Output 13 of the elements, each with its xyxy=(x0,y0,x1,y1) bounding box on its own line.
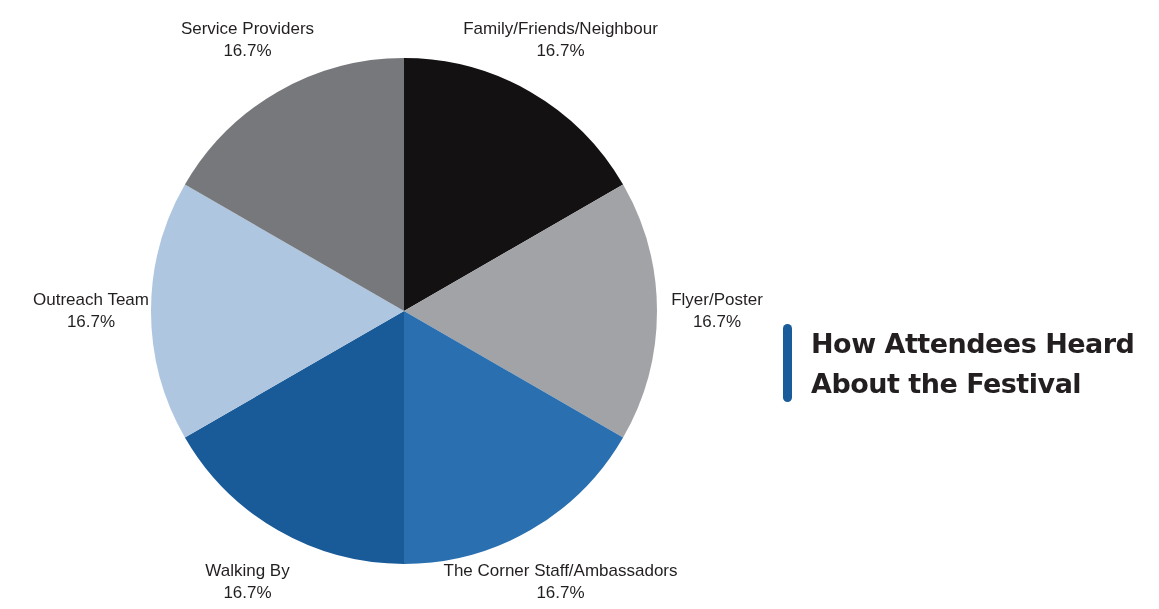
text: How Attendees Heard About the Festival xyxy=(811,327,1136,401)
slice-label: Outreach Team xyxy=(33,289,149,309)
data-label: 16.7% xyxy=(536,40,585,60)
slice-label: Flyer/Poster xyxy=(671,289,764,309)
data-label: 16.7% xyxy=(692,311,742,331)
data-label: 16.7% xyxy=(223,40,272,60)
slice-label: Walking By xyxy=(205,560,291,580)
data-label: 16.7% xyxy=(66,311,116,331)
slice-label: Service Providers xyxy=(180,18,315,38)
slice-label: Family/Friends/Neighbour xyxy=(463,18,659,38)
slice-label: The Corner Staff/Ambassadors xyxy=(443,560,678,580)
data-label: 16.7% xyxy=(536,582,585,602)
data-label: 16.7% xyxy=(223,582,272,602)
